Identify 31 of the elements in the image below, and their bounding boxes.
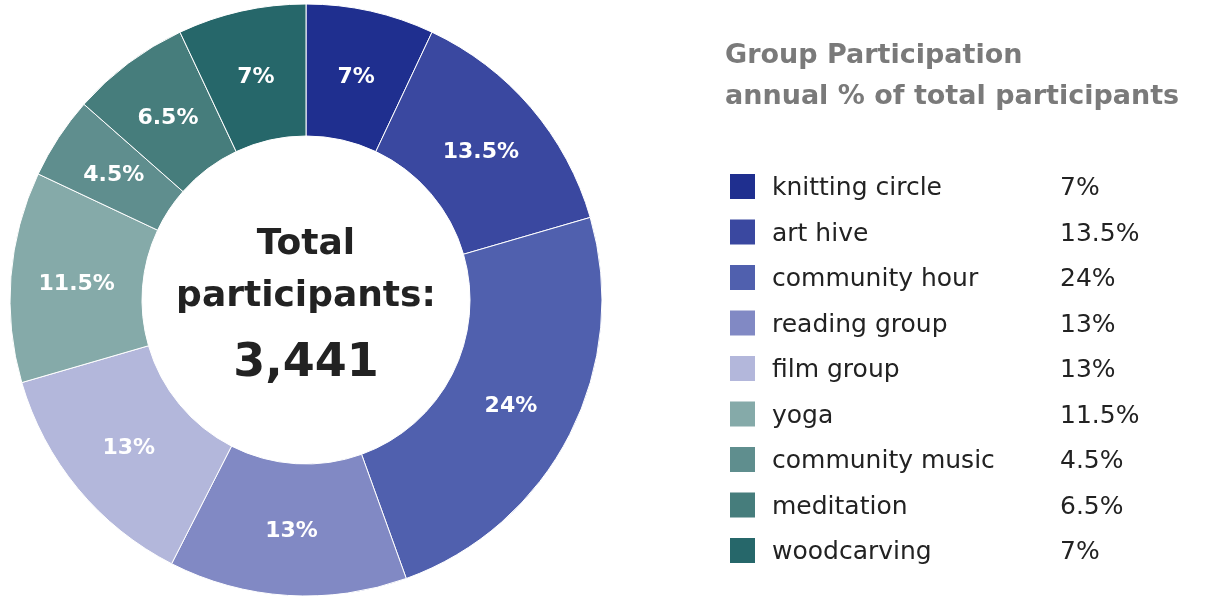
legend-label: community music	[772, 445, 995, 474]
legend-label: woodcarving	[772, 536, 932, 565]
legend-label: yoga	[772, 399, 834, 429]
data-label: 11.5%	[38, 269, 115, 295]
legend-label: knitting circle	[772, 172, 942, 201]
legend-label: art hive	[772, 217, 869, 247]
text: 13%	[1060, 354, 1116, 383]
text: Total participants:	[176, 221, 436, 314]
text: 13%	[1060, 308, 1116, 338]
data-label: 13%	[265, 517, 318, 543]
text: 6.5%	[1060, 490, 1124, 520]
text: 3,441	[233, 333, 379, 387]
legend-label: meditation	[772, 490, 908, 520]
text: 11.5%	[1060, 399, 1140, 429]
legend-label: film group	[772, 354, 900, 383]
legend-label: community hour	[772, 263, 979, 292]
data-label: 7%	[237, 63, 275, 89]
data-label: 24%	[484, 392, 538, 418]
text: 13.5%	[1060, 217, 1140, 247]
data-label: 13%	[102, 434, 156, 460]
data-label: 13.5%	[442, 138, 520, 164]
text: 24%	[1060, 263, 1116, 292]
data-label: 4.5%	[83, 161, 145, 187]
text: 7%	[1060, 536, 1100, 565]
text: 4.5%	[1060, 445, 1124, 474]
data-label: 7%	[337, 63, 375, 89]
text: Group Participation	[725, 38, 1023, 69]
data-label: 6.5%	[137, 103, 199, 129]
text: annual % of total participants	[725, 79, 1180, 110]
legend-label: reading group	[772, 308, 948, 338]
text: 7%	[1060, 172, 1100, 201]
